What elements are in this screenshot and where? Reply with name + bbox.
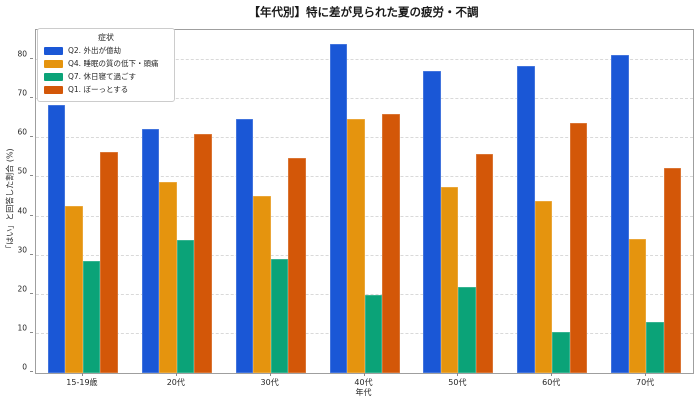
bar: [288, 157, 306, 373]
y-tick-label-60: 60: [17, 127, 27, 137]
bar: [176, 239, 195, 373]
bar: [82, 260, 101, 373]
bar: [611, 55, 629, 373]
chart-title: 【年代別】特に差が見られた夏の疲労・不調: [248, 5, 479, 19]
bar: [475, 153, 494, 373]
bar: [47, 105, 66, 373]
y-tick-mark: [30, 253, 33, 255]
bar: [628, 238, 647, 373]
bar: [253, 195, 271, 373]
y-tick-mark: [30, 214, 33, 216]
legend: 症状 Q2. 外出が億劫 Q4. 睡眠の質の低下・頭痛 Q7. 休日寝て過ごす Q1.…: [37, 28, 175, 102]
bar: [141, 128, 160, 373]
legend-item: Q4. 睡眠の質の低下・頭痛: [44, 58, 168, 69]
legend-item: Q2. 外出が億劫: [44, 45, 168, 56]
bar-groups: [36, 30, 693, 373]
bar: [100, 152, 118, 373]
bar: [364, 294, 382, 373]
x-tick-mark: [645, 373, 647, 376]
bar: [552, 332, 570, 373]
x-tick-label-70代: 70代: [598, 373, 692, 388]
x-tick-mark: [175, 373, 177, 376]
bar-group-70代: [599, 30, 693, 373]
x-tick-label-15-19歳: 15-19歳: [35, 373, 129, 388]
y-tick-mark: [30, 58, 33, 60]
legend-swatch-icon: [44, 59, 63, 68]
gridline-70: [36, 98, 693, 100]
bar-group-50代: [411, 30, 505, 373]
bar: [646, 322, 664, 373]
y-tick-label-0: 0: [22, 362, 27, 372]
bar: [663, 167, 682, 373]
gridline-20: [36, 293, 693, 295]
bar: [65, 205, 83, 373]
gridline-30: [36, 254, 693, 256]
gridline-80: [36, 59, 693, 61]
x-tick-label-30代: 30代: [223, 373, 317, 388]
x-tick-mark: [551, 373, 553, 376]
bar: [329, 44, 347, 373]
y-tick-mark: [30, 292, 33, 294]
x-tick-label-60代: 60代: [504, 373, 598, 388]
bar: [159, 181, 177, 373]
bar: [569, 122, 588, 373]
legend-title: 症状: [98, 33, 114, 42]
legend-item: Q1. ぼーっとする: [44, 84, 168, 95]
bar: [382, 113, 400, 373]
y-tick-label-80: 80: [17, 49, 27, 59]
y-tick-label-10: 10: [17, 323, 27, 333]
legend-label: Q1. ぼーっとする: [68, 85, 129, 94]
legend-swatch-icon: [44, 72, 63, 81]
y-tick-label-40: 40: [17, 206, 27, 216]
x-tick-mark: [269, 373, 271, 376]
bar-group-40代: [318, 30, 412, 373]
legend-label: Q7. 休日寝て過ごす: [68, 72, 137, 81]
bar-group-15-19歳: [36, 30, 130, 373]
gridline-40: [36, 215, 693, 217]
gridline-50: [36, 176, 693, 178]
x-tick-mark: [363, 373, 365, 376]
legend-label: Q4. 睡眠の質の低下・頭痛: [68, 59, 159, 68]
bar: [347, 119, 365, 373]
y-tick-mark: [30, 175, 33, 177]
x-tick-label-20代: 20代: [129, 373, 223, 388]
y-tick-label-50: 50: [17, 166, 27, 176]
y-tick-label-30: 30: [17, 245, 27, 255]
gridline-60: [36, 137, 693, 139]
bar: [194, 133, 212, 373]
bar: [423, 70, 441, 373]
bar: [517, 65, 535, 373]
y-tick-mark: [30, 136, 33, 138]
y-tick-mark: [30, 331, 33, 333]
legend-swatch-icon: [44, 46, 63, 55]
legend-swatch-icon: [44, 85, 63, 94]
y-tick-mark: [30, 371, 33, 372]
x-axis-label: 年代: [355, 388, 372, 397]
x-tick-mark: [81, 373, 83, 376]
bar-group-20代: [130, 30, 224, 373]
y-tick-mark: [30, 97, 33, 99]
y-tick-label-70: 70: [17, 88, 27, 98]
bar: [270, 258, 289, 373]
y-axis: 0 10 20 30 40 50 60 70 80: [0, 29, 33, 372]
bar-group-30代: [224, 30, 318, 373]
legend-label: Q2. 外出が億劫: [68, 46, 121, 55]
bar: [534, 201, 553, 373]
bar: [440, 186, 459, 373]
x-tick-label-50代: 50代: [410, 373, 504, 388]
bar-group-60代: [505, 30, 599, 373]
y-axis-label: 「はい」と回答した割合 (%): [5, 148, 15, 253]
x-axis-labels: 15-19歳 20代 30代 40代 50代 60代 70代: [35, 373, 692, 388]
x-tick-mark: [457, 373, 459, 376]
y-tick-label-20: 20: [17, 284, 27, 294]
bar: [235, 118, 254, 373]
legend-item: Q7. 休日寝て過ごす: [44, 71, 168, 82]
x-tick-label-40代: 40代: [317, 373, 411, 388]
bar: [458, 287, 476, 373]
